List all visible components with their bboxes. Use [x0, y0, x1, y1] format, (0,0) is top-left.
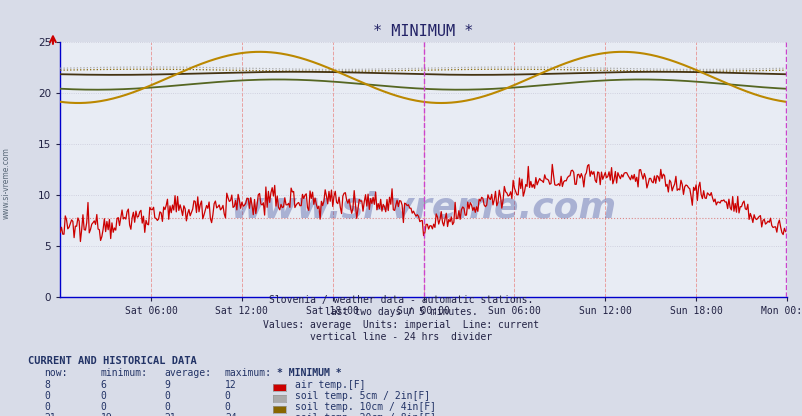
Text: 21: 21 [44, 414, 56, 416]
Text: 0: 0 [164, 402, 170, 412]
Text: now:: now: [44, 369, 67, 379]
Text: 24: 24 [225, 414, 237, 416]
Text: soil temp. 10cm / 4in[F]: soil temp. 10cm / 4in[F] [294, 402, 435, 412]
Text: 19: 19 [100, 414, 112, 416]
Text: 0: 0 [225, 402, 230, 412]
Text: soil temp. 5cm / 2in[F]: soil temp. 5cm / 2in[F] [294, 391, 429, 401]
Text: 0: 0 [225, 391, 230, 401]
Text: 0: 0 [100, 391, 106, 401]
Text: 21: 21 [164, 414, 176, 416]
Text: 0: 0 [164, 391, 170, 401]
Title: * MINIMUM *: * MINIMUM * [373, 24, 473, 39]
Text: www.si-vreme.com: www.si-vreme.com [230, 191, 616, 225]
Text: minimum:: minimum: [100, 369, 148, 379]
Text: soil temp. 20cm / 8in[F]: soil temp. 20cm / 8in[F] [294, 414, 435, 416]
Text: 0: 0 [100, 402, 106, 412]
Text: air temp.[F]: air temp.[F] [294, 380, 365, 390]
Text: last two days / 5 minutes.: last two days / 5 minutes. [325, 307, 477, 317]
Text: vertical line - 24 hrs  divider: vertical line - 24 hrs divider [310, 332, 492, 342]
Text: * MINIMUM *: * MINIMUM * [277, 369, 341, 379]
Text: 6: 6 [100, 380, 106, 390]
Text: Values: average  Units: imperial  Line: current: Values: average Units: imperial Line: cu… [263, 320, 539, 330]
Text: CURRENT AND HISTORICAL DATA: CURRENT AND HISTORICAL DATA [28, 356, 196, 366]
Text: 8: 8 [44, 380, 50, 390]
Text: 0: 0 [44, 391, 50, 401]
Text: 9: 9 [164, 380, 170, 390]
Text: Slovenia / weather data - automatic stations.: Slovenia / weather data - automatic stat… [269, 295, 533, 305]
Text: www.si-vreme.com: www.si-vreme.com [2, 147, 11, 219]
Text: average:: average: [164, 369, 212, 379]
Text: 0: 0 [44, 402, 50, 412]
Text: maximum:: maximum: [225, 369, 272, 379]
Text: 12: 12 [225, 380, 237, 390]
